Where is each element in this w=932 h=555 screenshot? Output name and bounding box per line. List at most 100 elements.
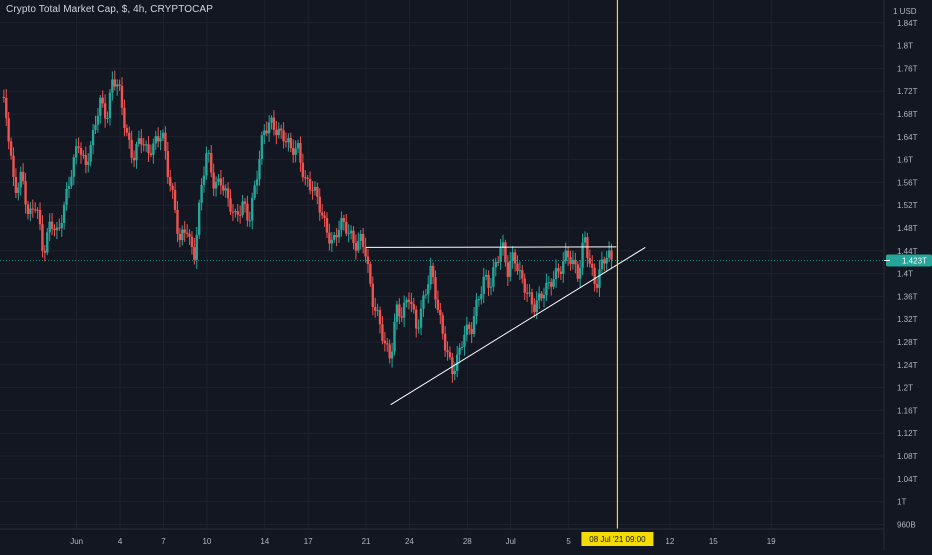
- candle-body: [217, 178, 220, 182]
- candle-body: [265, 130, 268, 134]
- price-tick-label: 1.56T: [897, 178, 918, 187]
- candle-body: [521, 270, 524, 279]
- candle-body: [231, 211, 235, 213]
- candle-body: [41, 224, 44, 251]
- trendline-ascending-support[interactable]: [390, 246, 646, 406]
- candle-body: [149, 153, 153, 155]
- candle-body: [359, 233, 362, 241]
- price-axis-panel[interactable]: [884, 0, 932, 550]
- candle-body: [588, 258, 592, 264]
- candle-body: [429, 265, 432, 285]
- candle-body: [99, 97, 102, 116]
- trendline-horizontal-resistance[interactable]: [366, 246, 617, 248]
- candle-body: [357, 240, 360, 251]
- candle-body: [547, 282, 551, 284]
- candle-body: [144, 144, 148, 146]
- candle-body: [455, 354, 459, 371]
- candle-body: [94, 124, 97, 130]
- candle-body: [178, 233, 182, 241]
- candle-body: [19, 171, 22, 188]
- time-tick-label: 4: [118, 537, 123, 546]
- candle-body: [36, 209, 39, 211]
- currency-label[interactable]: 1 USD: [893, 7, 917, 16]
- candle-body: [219, 178, 223, 186]
- candle-body: [67, 185, 71, 190]
- candle-body: [260, 135, 264, 159]
- candle-body: [224, 188, 227, 191]
- time-axis-panel[interactable]: [0, 529, 884, 550]
- candle-body: [169, 177, 172, 186]
- candle-body: [125, 128, 129, 133]
- candle-body: [374, 306, 377, 311]
- candle-body: [453, 370, 456, 375]
- candle-body: [345, 221, 348, 234]
- candle-body: [477, 299, 481, 301]
- candle-body: [525, 292, 529, 294]
- candle-body: [347, 233, 350, 235]
- candle-body: [284, 141, 288, 143]
- candle-body: [313, 186, 317, 191]
- candle-body: [470, 328, 473, 335]
- candle-body: [152, 143, 155, 155]
- candle-body: [14, 176, 18, 194]
- candle-body: [458, 347, 461, 355]
- candle-body: [248, 220, 252, 222]
- symbol-title[interactable]: Crypto Total Market Cap, $, 4h, CRYPTOCA…: [6, 4, 213, 15]
- candle-body: [386, 343, 389, 345]
- candle-body: [84, 155, 88, 165]
- candle-body: [566, 250, 570, 258]
- candle-body: [463, 334, 466, 347]
- candle-body: [383, 340, 387, 344]
- candle-body: [101, 97, 104, 104]
- candle-body: [263, 130, 266, 136]
- candle-body: [241, 201, 244, 216]
- candle-body: [400, 316, 403, 318]
- candle-body: [251, 197, 254, 221]
- price-tick-label: 1.2T: [897, 384, 913, 393]
- candle-body: [31, 208, 34, 210]
- candle-body: [164, 132, 167, 152]
- price-tick-label: 1.68T: [897, 110, 918, 119]
- candle-body: [320, 212, 324, 216]
- price-tick-label: 1.32T: [897, 315, 918, 324]
- candle-body: [229, 198, 232, 212]
- candle-body: [554, 268, 558, 280]
- candle-body: [489, 286, 493, 288]
- candle-body: [402, 302, 406, 318]
- candle-body: [142, 144, 145, 146]
- candle-body: [195, 234, 198, 260]
- candle-body: [364, 246, 367, 257]
- price-tick-label: 1.8T: [897, 42, 913, 51]
- candle-body: [200, 184, 203, 203]
- price-tick-label: 1.36T: [897, 292, 918, 301]
- candle-body: [58, 227, 61, 229]
- candle-body: [103, 103, 107, 119]
- candle-body: [352, 230, 355, 243]
- candle-body: [395, 304, 399, 322]
- candle-body: [398, 304, 401, 317]
- candle-body: [60, 222, 63, 229]
- candle-body: [574, 259, 577, 265]
- candle-body: [292, 148, 295, 155]
- candle-body: [275, 130, 278, 136]
- candle-body: [308, 179, 312, 191]
- candle-body: [586, 237, 589, 259]
- candle-body: [578, 267, 582, 279]
- candle-body: [499, 247, 502, 262]
- candle-body: [576, 264, 579, 279]
- candle-body: [301, 162, 305, 178]
- candle-body: [480, 294, 483, 300]
- candle-body: [38, 210, 42, 225]
- candle-body: [342, 218, 346, 222]
- drawings[interactable]: [0, 0, 884, 529]
- candle-body: [591, 263, 594, 268]
- candle-body: [427, 284, 430, 295]
- candle-body: [46, 232, 49, 253]
- candle-body: [330, 239, 334, 244]
- candle-body: [484, 274, 488, 277]
- candle-body: [24, 181, 27, 205]
- price-tick-label: 1.52T: [897, 201, 918, 210]
- candle-body: [494, 261, 497, 268]
